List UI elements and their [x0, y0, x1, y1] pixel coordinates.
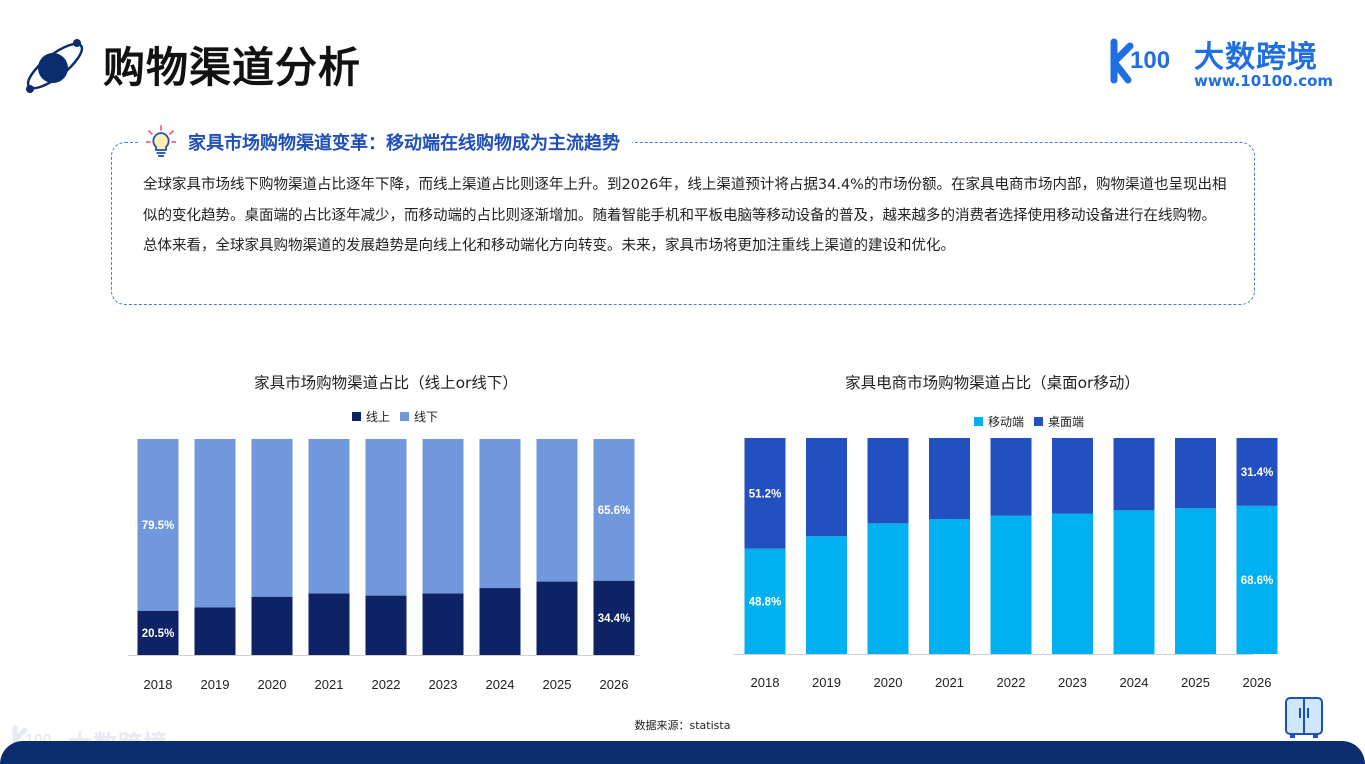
legend-item-desktop: 桌面端 — [1034, 413, 1084, 430]
bar-online-offline-upper-2023 — [422, 439, 464, 594]
x-tick-label-mobile-desktop-2025: 2025 — [1181, 675, 1210, 690]
bar-online-offline-lower-2026 — [593, 580, 635, 655]
bar-online-offline-upper-2025 — [536, 439, 578, 582]
bar-online-offline-lower-2023 — [422, 593, 464, 655]
legend-label-online: 线上 — [366, 410, 391, 424]
x-tick-label-mobile-desktop-2021: 2021 — [935, 675, 964, 690]
data-label-online-offline-2026-upper: 65.6% — [598, 505, 631, 517]
page-title: 购物渠道分析 — [103, 43, 362, 92]
x-tick-label-online-offline-2023: 2023 — [429, 677, 458, 692]
bar-mobile-desktop-lower-2021 — [929, 519, 970, 654]
x-tick-label-mobile-desktop-2018: 2018 — [751, 675, 780, 690]
brand-mark-icon: 100 — [1110, 38, 1170, 84]
bar-online-offline-upper-2026 — [593, 439, 635, 581]
chart-mobile-desktop: 48.8% 51.2% 2018 2019 2020 2021 2022 2023 2024 20… — [734, 438, 1278, 690]
brand-name: 大数跨境 — [1194, 40, 1318, 75]
bar-mobile-desktop-upper-2023 — [1052, 438, 1093, 514]
brand-logo: 100 大数跨境 www.10100.com — [1108, 32, 1333, 94]
legend-item-mobile: 移动端 — [974, 413, 1024, 430]
x-tick-label-mobile-desktop-2020: 2020 — [874, 675, 903, 690]
brand-url: www.10100.com — [1194, 72, 1334, 90]
bar-mobile-desktop-lower-2026 — [1236, 505, 1278, 654]
data-label-online-offline-2018-upper: 79.5% — [142, 520, 175, 532]
chart-online-offline-legend: 线上 线下 — [352, 408, 448, 425]
x-tick-label-online-offline-2018: 2018 — [144, 677, 173, 692]
bar-mobile-desktop-upper-2026 — [1236, 438, 1278, 506]
data-label-online-offline-2018-lower: 20.5% — [142, 628, 175, 640]
bar-mobile-desktop-lower-2018 — [744, 548, 786, 654]
legend-swatch-desktop — [1034, 417, 1044, 426]
x-tick-label-online-offline-2020: 2020 — [258, 677, 287, 692]
bar-mobile-desktop-lower-2020 — [867, 523, 909, 654]
summary-box — [111, 142, 1255, 305]
bar-mobile-desktop-lower-2025 — [1175, 508, 1216, 654]
data-label-mobile-desktop-2018-upper: 51.2% — [749, 488, 782, 500]
bar-mobile-desktop-upper-2021 — [929, 438, 970, 519]
bar-mobile-desktop-upper-2024 — [1113, 438, 1155, 511]
bar-online-offline-lower-2024 — [479, 588, 521, 655]
legend-swatch-offline — [400, 412, 410, 421]
x-tick-label-mobile-desktop-2023: 2023 — [1058, 675, 1087, 690]
bar-mobile-desktop-upper-2019 — [806, 438, 847, 537]
chart-online-offline: 20.5% 79.5% 2018 2019 2020 2021 2022 2023 2024 20… — [128, 439, 640, 692]
brand-mark-text: 100 — [1130, 47, 1170, 74]
lightbulb-icon — [146, 125, 176, 157]
bar-mobile-desktop-lower-2023 — [1052, 513, 1093, 654]
chart-mobile-desktop-legend: 移动端 桌面端 — [974, 413, 1094, 430]
x-tick-label-mobile-desktop-2026: 2026 — [1243, 675, 1272, 690]
data-label-mobile-desktop-2026-upper: 31.4% — [1241, 467, 1274, 479]
summary-paragraph-1: 全球家具市场线下购物渠道占比逐年下降，而线上渠道占比则逐年上升。到2026年，线… — [143, 177, 1227, 224]
data-label-mobile-desktop-2026-lower: 68.6% — [1241, 575, 1274, 587]
x-tick-label-mobile-desktop-2022: 2022 — [997, 675, 1026, 690]
x-tick-label-online-offline-2021: 2021 — [315, 677, 344, 692]
summary-paragraph-2: 总体来看，全球家具购物渠道的发展趋势是向线上化和移动端化方向转变。未来，家具市场… — [143, 238, 955, 254]
legend-item-online: 线上 — [352, 408, 390, 425]
bar-online-offline-lower-2018 — [137, 610, 179, 655]
x-tick-label-online-offline-2026: 2026 — [600, 677, 629, 692]
bar-mobile-desktop-lower-2024 — [1113, 510, 1155, 654]
legend-item-offline: 线下 — [400, 408, 438, 425]
planet-icon — [26, 39, 84, 93]
summary-title: 家具市场购物渠道变革：移动端在线购物成为主流趋势 — [188, 133, 620, 154]
bar-online-offline-upper-2021 — [308, 439, 350, 594]
bar-online-offline-lower-2021 — [308, 593, 350, 655]
fridge-icon — [1285, 697, 1323, 738]
bar-online-offline-upper-2024 — [479, 439, 521, 589]
x-tick-label-online-offline-2019: 2019 — [201, 677, 230, 692]
data-label-mobile-desktop-2018-lower: 48.8% — [749, 596, 782, 608]
bar-online-offline-upper-2019 — [194, 439, 236, 608]
bar-mobile-desktop-lower-2019 — [806, 536, 847, 654]
summary-text: 全球家具市场线下购物渠道占比逐年下降，而线上渠道占比则逐年上升。到2026年，线… — [143, 170, 1233, 262]
chart-online-offline-title: 家具市场购物渠道占比（线上or线下） — [254, 374, 518, 392]
summary-header: 家具市场购物渠道变革：移动端在线购物成为主流趋势 — [138, 124, 632, 160]
bar-mobile-desktop-upper-2025 — [1175, 438, 1216, 509]
bar-online-offline-lower-2019 — [194, 607, 236, 655]
data-label-online-offline-2026-lower: 34.4% — [598, 613, 631, 625]
x-tick-label-online-offline-2024: 2024 — [486, 677, 515, 692]
bar-online-offline-lower-2020 — [251, 596, 293, 655]
chart-mobile-desktop-title: 家具电商市场购物渠道占比（桌面or移动） — [845, 374, 1140, 392]
bar-mobile-desktop-upper-2018 — [744, 438, 786, 549]
bar-mobile-desktop-upper-2020 — [867, 438, 909, 524]
bar-mobile-desktop-upper-2022 — [990, 438, 1032, 516]
legend-label-offline: 线下 — [414, 410, 439, 424]
bar-online-offline-upper-2022 — [365, 439, 407, 596]
bar-online-offline-lower-2022 — [365, 595, 407, 655]
x-tick-label-online-offline-2022: 2022 — [372, 677, 401, 692]
x-tick-label-online-offline-2025: 2025 — [543, 677, 572, 692]
x-tick-label-mobile-desktop-2024: 2024 — [1120, 675, 1149, 690]
legend-label-mobile: 移动端 — [988, 415, 1025, 429]
footer-bar — [0, 741, 1365, 764]
bar-online-offline-lower-2025 — [536, 581, 578, 655]
legend-label-desktop: 桌面端 — [1048, 415, 1085, 429]
bar-online-offline-upper-2020 — [251, 439, 293, 597]
legend-swatch-online — [352, 412, 361, 421]
x-tick-label-mobile-desktop-2019: 2019 — [812, 675, 841, 690]
bar-online-offline-upper-2018 — [137, 439, 179, 611]
bar-mobile-desktop-lower-2022 — [990, 515, 1032, 654]
data-source: 数据来源：statista — [634, 719, 731, 732]
legend-swatch-mobile — [974, 417, 983, 426]
